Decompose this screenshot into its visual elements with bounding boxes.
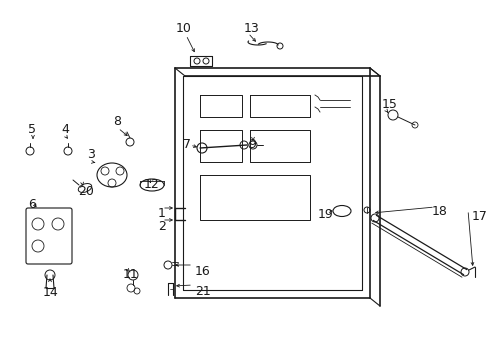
Text: 13: 13 bbox=[244, 22, 259, 35]
Text: 12: 12 bbox=[143, 178, 160, 191]
Text: 2: 2 bbox=[158, 220, 165, 233]
Text: 21: 21 bbox=[195, 285, 210, 298]
Text: 20: 20 bbox=[78, 185, 94, 198]
Text: 11: 11 bbox=[123, 268, 139, 281]
Text: 15: 15 bbox=[381, 98, 397, 111]
Text: 10: 10 bbox=[176, 22, 191, 35]
Text: 16: 16 bbox=[195, 265, 210, 278]
Text: 8: 8 bbox=[113, 115, 121, 128]
Text: 6: 6 bbox=[28, 198, 36, 211]
Text: 19: 19 bbox=[317, 208, 333, 221]
Text: 9: 9 bbox=[247, 138, 255, 151]
Text: 3: 3 bbox=[87, 148, 95, 161]
Text: 7: 7 bbox=[183, 138, 191, 151]
Text: 4: 4 bbox=[61, 123, 69, 136]
Text: 18: 18 bbox=[431, 205, 447, 218]
Text: 5: 5 bbox=[28, 123, 36, 136]
Text: 14: 14 bbox=[43, 286, 59, 299]
Text: 1: 1 bbox=[158, 207, 165, 220]
Text: 17: 17 bbox=[471, 210, 487, 223]
